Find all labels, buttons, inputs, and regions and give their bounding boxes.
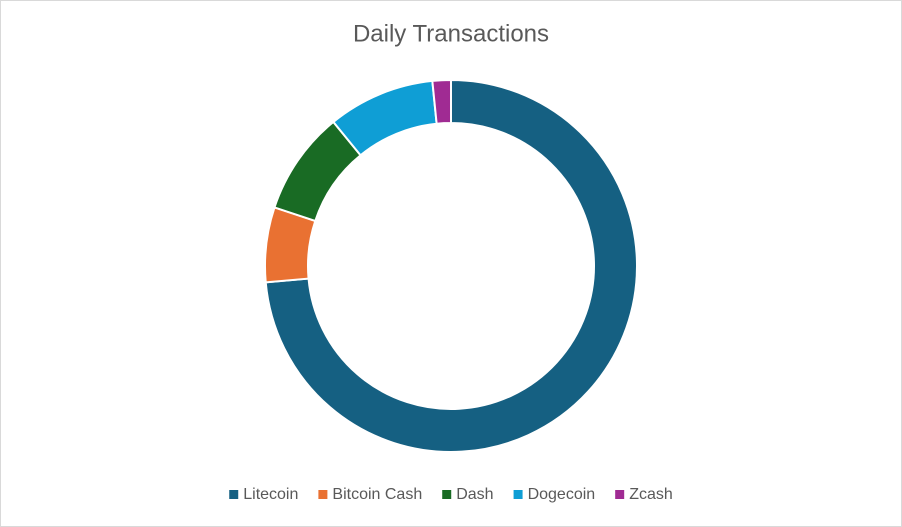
legend-swatch	[615, 490, 625, 499]
legend-swatch	[318, 490, 328, 499]
doughnut-segment	[264, 78, 638, 453]
legend-swatch	[229, 490, 239, 499]
legend: Litecoin Bitcoin Cash Dash Dogecoin Zcash	[229, 486, 673, 503]
chart-title: Daily Transactions	[353, 20, 549, 47]
legend-label: Bitcoin Cash	[332, 486, 422, 503]
legend-label: Litecoin	[243, 486, 298, 503]
legend-label: Dash	[456, 486, 493, 503]
legend-label: Dogecoin	[528, 486, 596, 503]
legend-label: Zcash	[629, 486, 673, 503]
doughnut-segment	[431, 78, 452, 125]
legend-swatch	[513, 490, 523, 499]
legend-swatch	[442, 490, 452, 499]
